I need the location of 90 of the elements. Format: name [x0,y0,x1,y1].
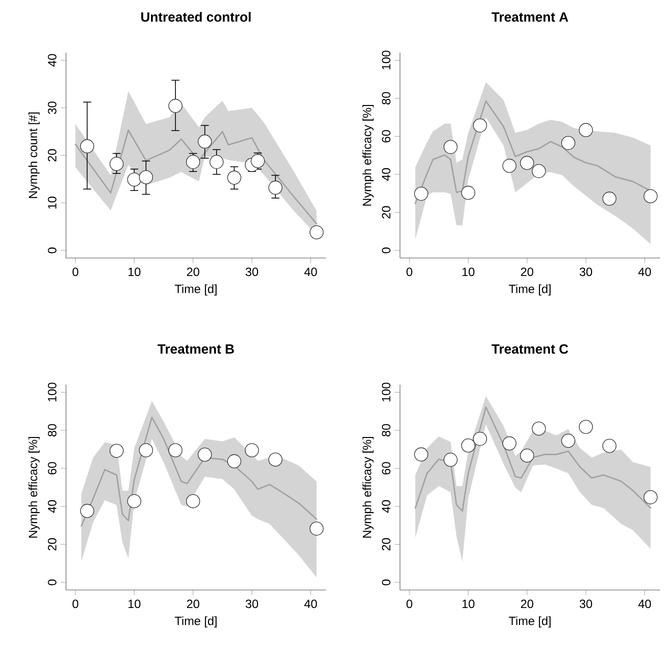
x-tick-label: 40 [638,600,651,608]
line-series [80,416,318,527]
y-axis-title: Nymph count [#] [28,112,40,198]
y-tick-label: 80 [48,424,56,436]
x-tick-label: 0 [72,600,78,608]
y-tick-label: 60 [382,130,390,142]
point [644,189,658,204]
y-tick-label: 100 [382,382,390,402]
line-series [414,406,652,512]
point [198,134,212,149]
point [578,123,593,138]
line-series [74,129,318,224]
y-axis-title: Nymph efficacy [%] [28,436,40,538]
point [110,444,124,458]
point [80,504,94,518]
y-tick-label: 20 [48,149,56,162]
x-axis-title: Time [d] [508,616,551,628]
chart-title: Treatment A [492,12,568,22]
point [502,158,516,173]
point [561,136,576,150]
x-tick-label: 40 [638,268,651,276]
y-tick-label: 80 [382,92,390,104]
point [227,454,242,468]
y-tick-label: 100 [382,50,390,70]
y-axis-title: Nymph efficacy [%] [362,104,374,206]
y-tick-label: 20 [382,206,390,218]
y-tick-label: 20 [48,538,56,550]
point [520,448,534,463]
point [472,118,487,132]
x-tick-label: 20 [186,268,200,276]
point [520,156,534,170]
x-tick-label: 0 [72,268,78,276]
point [268,180,282,195]
x-tick-label: 0 [406,268,412,276]
x-tick-label: 20 [186,600,200,608]
y-tick-label: 40 [48,54,56,67]
x-tick-label: 0 [406,600,412,608]
point [310,522,324,536]
chart-title: Treatment C [492,344,568,354]
point [561,434,576,448]
y-tick-label: 80 [382,424,390,436]
x-axis-title: Time [d] [174,616,217,628]
point [444,140,458,154]
point [268,452,282,467]
point [602,192,616,206]
point [80,139,94,154]
x-tick-label: 10 [128,268,140,276]
point [110,156,124,171]
y-tick-label: 20 [382,538,390,550]
point [138,443,153,458]
x-tick-label: 40 [304,600,317,608]
point [532,164,546,178]
chart-title: Untreated control [141,12,251,22]
y-tick-label: 0 [382,248,390,254]
point [414,186,428,201]
point [186,154,200,169]
y-tick-label: 40 [382,168,390,181]
x-tick-label: 40 [304,268,317,276]
point [127,494,142,508]
point [138,170,153,184]
x-tick-label: 10 [462,600,474,608]
x-axis-title: Time [d] [174,284,217,296]
x-tick-label: 30 [580,600,592,608]
x-tick-label: 10 [128,600,140,608]
x-tick-label: 20 [520,268,534,276]
y-tick-label: 40 [382,500,390,513]
y-tick-label: 100 [48,382,56,402]
y-axis-title: Nymph efficacy [%] [362,436,374,538]
point [644,490,658,504]
x-tick-label: 30 [246,268,258,276]
y-tick-label: 0 [48,248,56,254]
x-axis-title: Time [d] [508,284,551,296]
x-tick-label: 30 [246,600,258,608]
y-tick-label: 0 [48,580,56,586]
y-tick-label: 60 [48,462,56,474]
x-tick-label: 30 [580,268,592,276]
chart-title: Treatment B [158,344,234,354]
point [198,448,212,462]
point [168,443,182,458]
y-tick-label: 30 [48,102,56,114]
point [250,154,265,168]
point [472,432,487,446]
y-tick-label: 40 [48,500,56,513]
y-tick-label: 10 [48,196,56,209]
y-tick-label: 0 [382,580,390,586]
x-tick-label: 20 [520,600,534,608]
point [502,436,516,450]
y-tick-label: 60 [382,462,390,474]
x-tick-label: 10 [462,268,474,276]
point [444,452,458,467]
